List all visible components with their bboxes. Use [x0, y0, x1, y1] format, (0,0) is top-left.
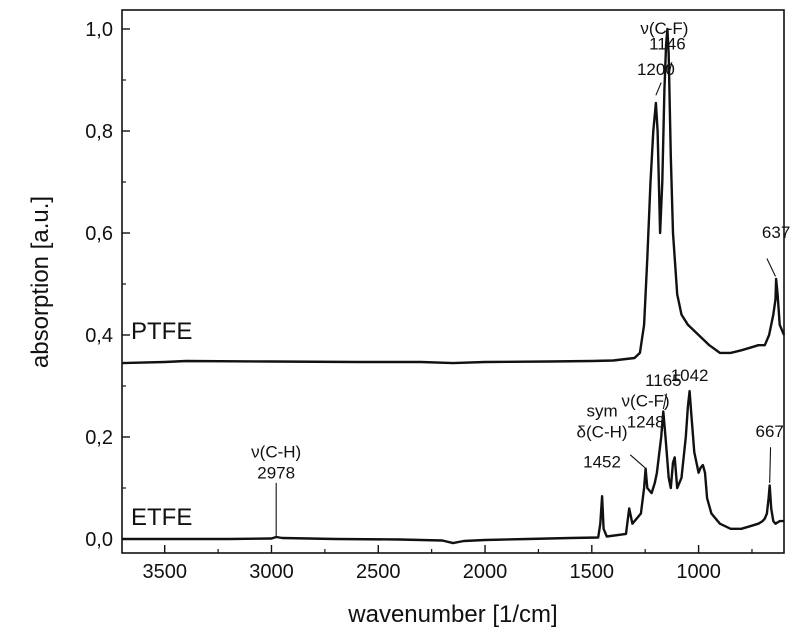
- annotation-leader-line: [662, 393, 668, 410]
- peak-annotation: ν(C-F) 1248: [622, 391, 670, 431]
- annotation-leader-line: [766, 258, 776, 277]
- peak-annotation: sym δ(C-H): [577, 402, 628, 442]
- annotation-leader-line: [629, 454, 646, 469]
- peak-annotation: 1146: [649, 34, 686, 53]
- x-tick-label: 1500: [570, 561, 615, 583]
- plot-frame: [121, 9, 785, 554]
- series-label-etfe: ETFE: [131, 504, 192, 531]
- annotation-leader-line: [655, 82, 662, 96]
- y-tick-label: 0,8: [85, 121, 113, 143]
- axis-ticks: 3500 3000 2500 2000 1500 1000 0,0 0,2 0,4 0,6 0,8 1…: [85, 19, 753, 583]
- series-line-etfe: [122, 389, 784, 545]
- peak-annotation: 1200: [637, 60, 675, 79]
- peak-annotation: 1452: [583, 453, 621, 472]
- y-axis-title: absorption [a.u.]: [27, 196, 54, 368]
- peak-annotation: ν(C-H) 2978: [251, 442, 301, 482]
- x-tick-label: 2500: [356, 561, 401, 583]
- y-tick-label: 0,4: [85, 325, 113, 347]
- y-tick-label: 0,2: [85, 427, 113, 449]
- x-tick-label: 2000: [463, 561, 508, 583]
- series-line-ptfe: [121, 27, 786, 365]
- peak-annotation: 1165: [645, 371, 682, 390]
- y-tick-label: 0,0: [85, 529, 113, 551]
- peak-annotation: 1042: [671, 366, 709, 385]
- x-tick-label: 3500: [142, 561, 187, 583]
- annotation-leader-line: [769, 447, 772, 483]
- y-tick-label: 1,0: [85, 19, 113, 41]
- peak-annotation: 637: [762, 223, 790, 242]
- x-tick-label: 1000: [676, 561, 721, 583]
- series-layer: [121, 27, 786, 545]
- x-tick-label: 3000: [249, 561, 294, 583]
- y-tick-label: 0,6: [85, 223, 113, 245]
- series-label-ptfe: PTFE: [131, 318, 192, 345]
- peak-annotation: ν(C-F): [640, 19, 688, 38]
- peak-annotation: 667: [756, 422, 784, 441]
- x-axis-title: wavenumber [1/cm]: [347, 601, 557, 628]
- annotation-leader-line: [668, 62, 673, 76]
